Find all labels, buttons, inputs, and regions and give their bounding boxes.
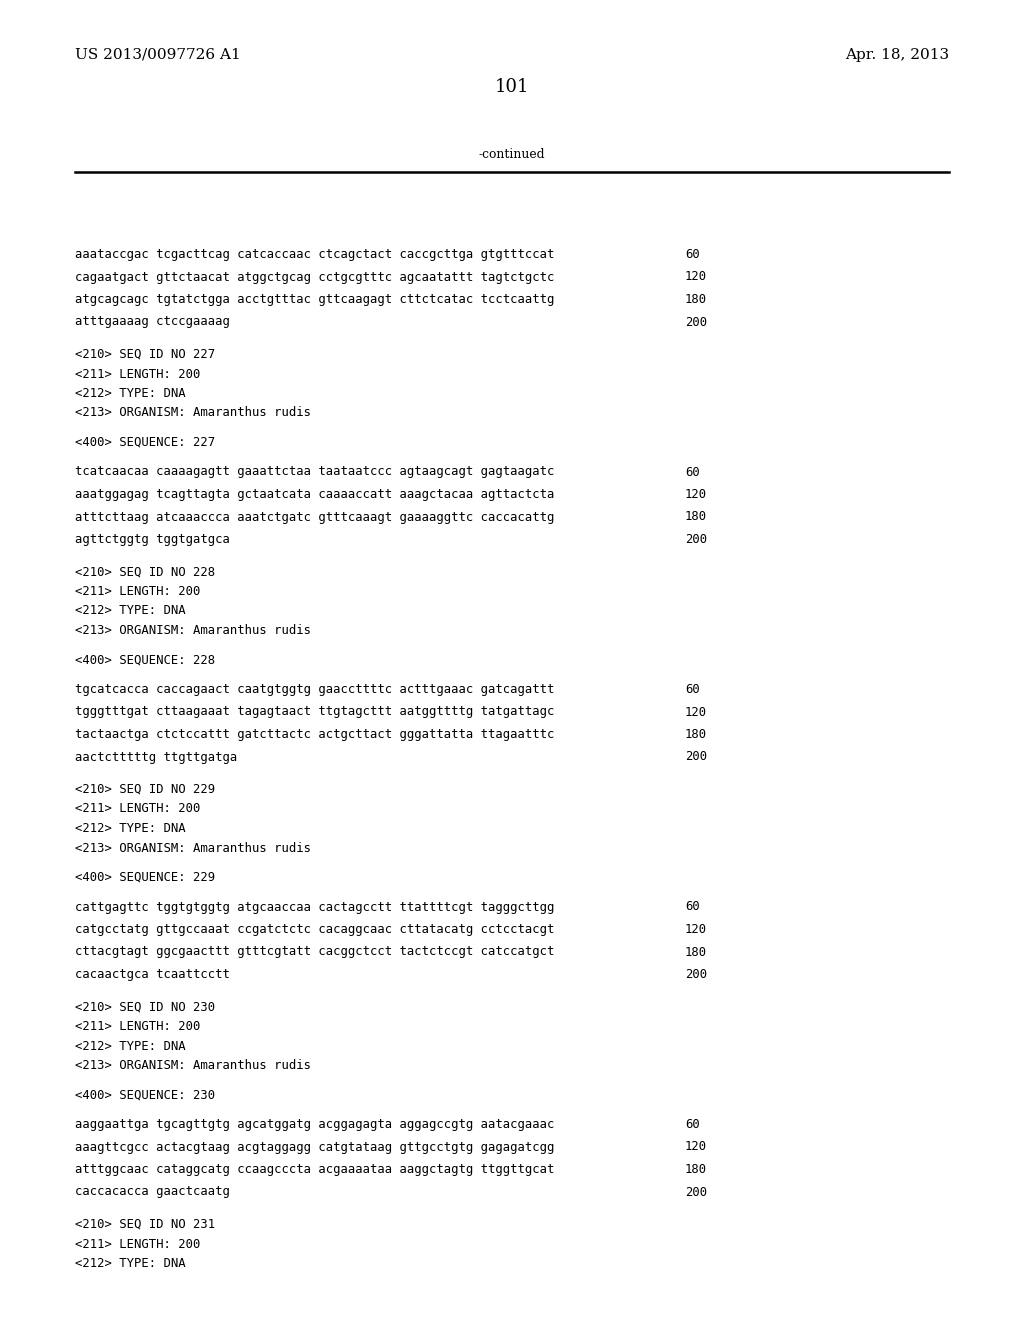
Text: US 2013/0097726 A1: US 2013/0097726 A1 <box>75 48 241 62</box>
Text: <210> SEQ ID NO 228: <210> SEQ ID NO 228 <box>75 565 215 578</box>
Text: 180: 180 <box>685 945 708 958</box>
Text: atgcagcagc tgtatctgga acctgtttac gttcaagagt cttctcatac tcctcaattg: atgcagcagc tgtatctgga acctgtttac gttcaag… <box>75 293 554 306</box>
Text: <211> LENGTH: 200: <211> LENGTH: 200 <box>75 1238 201 1250</box>
Text: 200: 200 <box>685 1185 708 1199</box>
Text: caccacacca gaactcaatg: caccacacca gaactcaatg <box>75 1185 229 1199</box>
Text: <400> SEQUENCE: 227: <400> SEQUENCE: 227 <box>75 436 215 449</box>
Text: agttctggtg tggtgatgca: agttctggtg tggtgatgca <box>75 533 229 546</box>
Text: 120: 120 <box>685 271 708 284</box>
Text: 120: 120 <box>685 705 708 718</box>
Text: 120: 120 <box>685 923 708 936</box>
Text: atttggcaac cataggcatg ccaagcccta acgaaaataa aaggctagtg ttggttgcat: atttggcaac cataggcatg ccaagcccta acgaaaa… <box>75 1163 554 1176</box>
Text: <400> SEQUENCE: 230: <400> SEQUENCE: 230 <box>75 1089 215 1101</box>
Text: 120: 120 <box>685 488 708 502</box>
Text: 101: 101 <box>495 78 529 96</box>
Text: <210> SEQ ID NO 229: <210> SEQ ID NO 229 <box>75 783 215 796</box>
Text: atttcttaag atcaaaccca aaatctgatc gtttcaaagt gaaaaggttc caccacattg: atttcttaag atcaaaccca aaatctgatc gtttcaa… <box>75 511 554 524</box>
Text: tcatcaacaa caaaagagtt gaaattctaa taataatccc agtaagcagt gagtaagatc: tcatcaacaa caaaagagtt gaaattctaa taataat… <box>75 466 554 479</box>
Text: <212> TYPE: DNA: <212> TYPE: DNA <box>75 605 185 618</box>
Text: catgcctatg gttgccaaat ccgatctctc cacaggcaac cttatacatg cctcctacgt: catgcctatg gttgccaaat ccgatctctc cacaggc… <box>75 923 554 936</box>
Text: 60: 60 <box>685 466 699 479</box>
Text: Apr. 18, 2013: Apr. 18, 2013 <box>845 48 949 62</box>
Text: <210> SEQ ID NO 230: <210> SEQ ID NO 230 <box>75 1001 215 1014</box>
Text: 200: 200 <box>685 315 708 329</box>
Text: cttacgtagt ggcgaacttt gtttcgtatt cacggctcct tactctccgt catccatgct: cttacgtagt ggcgaacttt gtttcgtatt cacggct… <box>75 945 554 958</box>
Text: <210> SEQ ID NO 231: <210> SEQ ID NO 231 <box>75 1218 215 1232</box>
Text: 60: 60 <box>685 900 699 913</box>
Text: <211> LENGTH: 200: <211> LENGTH: 200 <box>75 585 201 598</box>
Text: 180: 180 <box>685 511 708 524</box>
Text: <213> ORGANISM: Amaranthus rudis: <213> ORGANISM: Amaranthus rudis <box>75 1059 311 1072</box>
Text: 60: 60 <box>685 248 699 261</box>
Text: <212> TYPE: DNA: <212> TYPE: DNA <box>75 387 185 400</box>
Text: aaggaattga tgcagttgtg agcatggatg acggagagta aggagccgtg aatacgaaac: aaggaattga tgcagttgtg agcatggatg acggaga… <box>75 1118 554 1131</box>
Text: <400> SEQUENCE: 229: <400> SEQUENCE: 229 <box>75 871 215 884</box>
Text: cattgagttc tggtgtggtg atgcaaccaa cactagcctt ttattttcgt tagggcttgg: cattgagttc tggtgtggtg atgcaaccaa cactagc… <box>75 900 554 913</box>
Text: tactaactga ctctccattt gatcttactc actgcttact gggattatta ttagaatttc: tactaactga ctctccattt gatcttactc actgctt… <box>75 729 554 741</box>
Text: aaatggagag tcagttagta gctaatcata caaaaccatt aaagctacaa agttactcta: aaatggagag tcagttagta gctaatcata caaaacc… <box>75 488 554 502</box>
Text: <212> TYPE: DNA: <212> TYPE: DNA <box>75 1040 185 1052</box>
Text: <400> SEQUENCE: 228: <400> SEQUENCE: 228 <box>75 653 215 667</box>
Text: -continued: -continued <box>479 148 545 161</box>
Text: <213> ORGANISM: Amaranthus rudis: <213> ORGANISM: Amaranthus rudis <box>75 407 311 420</box>
Text: <212> TYPE: DNA: <212> TYPE: DNA <box>75 822 185 836</box>
Text: 180: 180 <box>685 729 708 741</box>
Text: atttgaaaag ctccgaaaag: atttgaaaag ctccgaaaag <box>75 315 229 329</box>
Text: <213> ORGANISM: Amaranthus rudis: <213> ORGANISM: Amaranthus rudis <box>75 842 311 854</box>
Text: aaagttcgcc actacgtaag acgtaggagg catgtataag gttgcctgtg gagagatcgg: aaagttcgcc actacgtaag acgtaggagg catgtat… <box>75 1140 554 1154</box>
Text: 60: 60 <box>685 682 699 696</box>
Text: cagaatgact gttctaacat atggctgcag cctgcgtttc agcaatattt tagtctgctc: cagaatgact gttctaacat atggctgcag cctgcgt… <box>75 271 554 284</box>
Text: aaataccgac tcgacttcag catcaccaac ctcagctact caccgcttga gtgtttccat: aaataccgac tcgacttcag catcaccaac ctcagct… <box>75 248 554 261</box>
Text: aactctttttg ttgttgatga: aactctttttg ttgttgatga <box>75 751 238 763</box>
Text: 120: 120 <box>685 1140 708 1154</box>
Text: <213> ORGANISM: Amaranthus rudis: <213> ORGANISM: Amaranthus rudis <box>75 624 311 638</box>
Text: <211> LENGTH: 200: <211> LENGTH: 200 <box>75 1020 201 1034</box>
Text: tgcatcacca caccagaact caatgtggtg gaaccttttc actttgaaac gatcagattt: tgcatcacca caccagaact caatgtggtg gaacctt… <box>75 682 554 696</box>
Text: <211> LENGTH: 200: <211> LENGTH: 200 <box>75 367 201 380</box>
Text: 180: 180 <box>685 1163 708 1176</box>
Text: 200: 200 <box>685 533 708 546</box>
Text: tgggtttgat cttaagaaat tagagtaact ttgtagcttt aatggttttg tatgattagc: tgggtttgat cttaagaaat tagagtaact ttgtagc… <box>75 705 554 718</box>
Text: 200: 200 <box>685 968 708 981</box>
Text: cacaactgca tcaattcctt: cacaactgca tcaattcctt <box>75 968 229 981</box>
Text: <211> LENGTH: 200: <211> LENGTH: 200 <box>75 803 201 816</box>
Text: 60: 60 <box>685 1118 699 1131</box>
Text: 180: 180 <box>685 293 708 306</box>
Text: <212> TYPE: DNA: <212> TYPE: DNA <box>75 1257 185 1270</box>
Text: <210> SEQ ID NO 227: <210> SEQ ID NO 227 <box>75 348 215 360</box>
Text: 200: 200 <box>685 751 708 763</box>
